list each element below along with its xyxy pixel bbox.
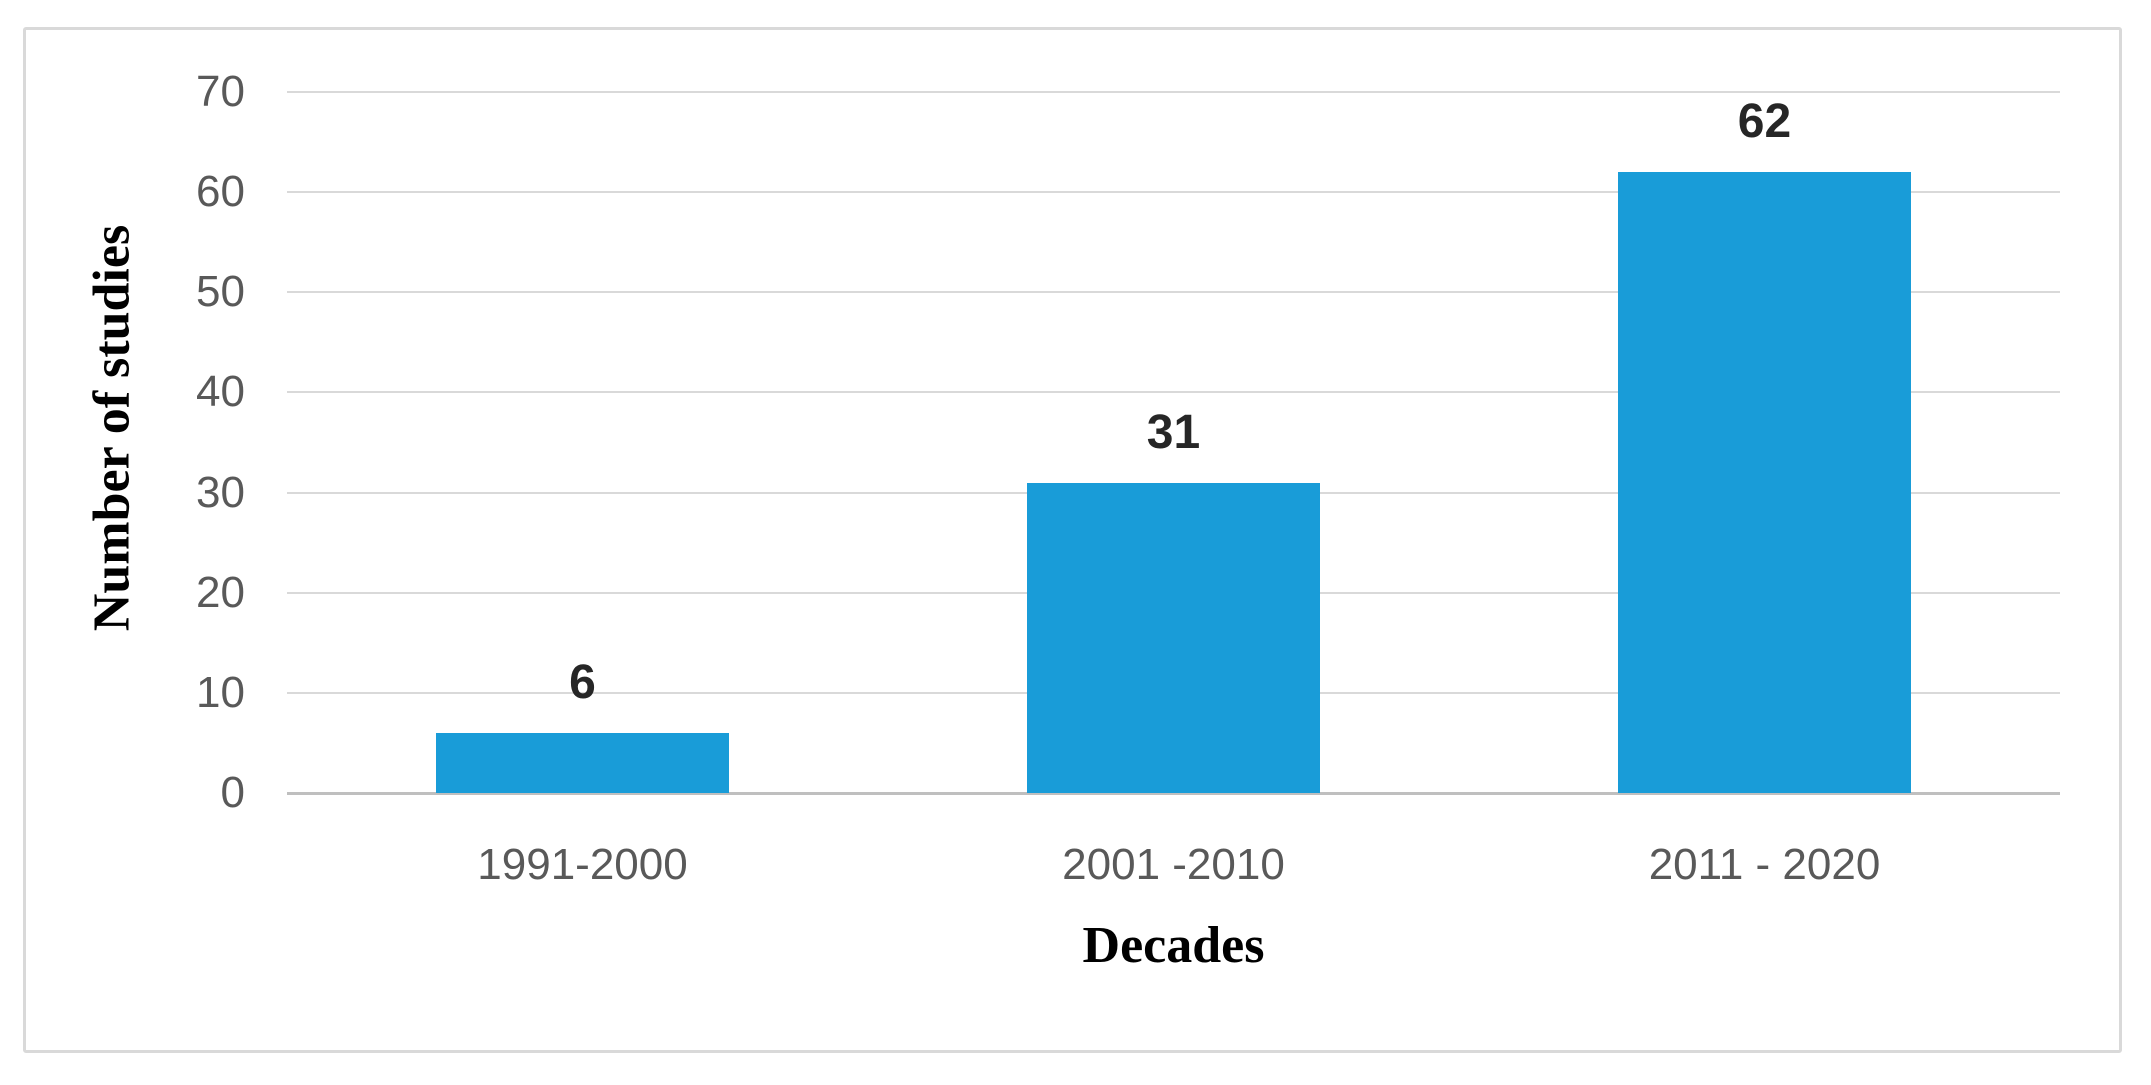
data-label: 6 (569, 655, 596, 709)
y-tick-label: 20 (196, 567, 245, 617)
gridline (287, 391, 2060, 394)
gridline (287, 191, 2060, 194)
y-tick-label: 40 (196, 367, 245, 417)
gridline (287, 91, 2060, 93)
x-tick-label: 1991-2000 (477, 840, 688, 889)
bar-2011 - 2020 (1618, 172, 1911, 793)
bar-1991-2000 (436, 732, 729, 793)
y-tick-label: 30 (196, 467, 245, 517)
x-axis-line (287, 791, 2060, 795)
y-tick-label: 60 (196, 167, 245, 217)
y-tick-label: 70 (196, 67, 245, 116)
y-tick-label: 10 (196, 667, 245, 717)
x-tick-label: 2011 - 2020 (1648, 840, 1881, 889)
y-tick-label: 0 (220, 768, 245, 817)
y-tick-label: 50 (196, 267, 245, 317)
data-label: 62 (1737, 95, 1792, 149)
gridline (287, 291, 2060, 294)
y-axis-title: Number of studies (83, 224, 141, 632)
bar-2001 -2010 (1027, 482, 1320, 793)
x-tick-label: 2001 -2010 (1062, 840, 1285, 889)
x-axis-title: Decades (1082, 917, 1265, 974)
data-label: 31 (1146, 405, 1201, 459)
